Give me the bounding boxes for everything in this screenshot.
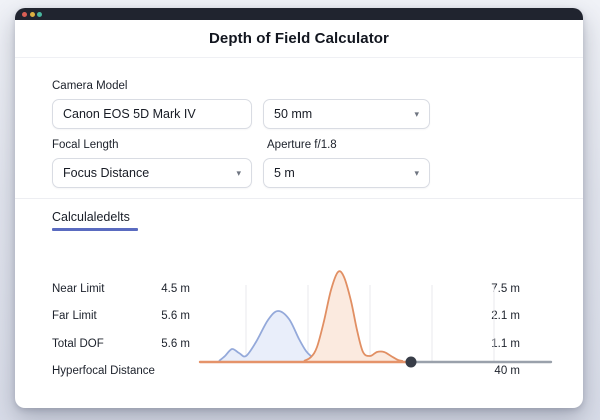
zoom-button-icon[interactable]	[37, 11, 42, 17]
focus-distance-selected-value: Focus Distance	[63, 166, 150, 180]
focal-length-label: Focal Length	[52, 139, 119, 151]
result-value: 5.6 m	[161, 338, 190, 350]
aperture-label: Aperture f/1.8	[267, 139, 337, 151]
distance-select[interactable]: 5 m ▾	[263, 158, 430, 188]
focus-distance-select[interactable]: Focus Distance ▾	[52, 158, 252, 188]
result-right-value: 1.1 m	[491, 338, 520, 350]
lens-selected-value: 50 mm	[274, 107, 313, 121]
result-right-value: 2.1 m	[491, 310, 520, 322]
camera-model-input[interactable]: Canon EOS 5D Mark IV	[52, 99, 252, 129]
lens-select[interactable]: 50 mm ▾	[263, 99, 430, 129]
result-label: Total DOF	[52, 338, 104, 350]
result-right-value: 40 m	[494, 365, 520, 377]
near-field-curve-area	[219, 310, 317, 362]
camera-model-value: Canon EOS 5D Mark IV	[63, 107, 196, 121]
result-value: 5.6 m	[161, 310, 190, 322]
page-title: Depth of Field Calculator	[208, 30, 389, 47]
chevron-down-icon: ▾	[236, 167, 241, 178]
chevron-down-icon: ▾	[414, 108, 419, 119]
result-label: Near Limit	[52, 283, 105, 295]
title-bar	[15, 8, 583, 20]
app-header: Depth of Field Calculator	[15, 20, 583, 58]
far-field-curve	[303, 270, 404, 362]
result-label: Far Limit	[52, 310, 97, 322]
camera-model-label: Camera Model	[52, 80, 128, 92]
slider-thumb[interactable]	[405, 356, 417, 368]
tab-active-indicator	[52, 228, 138, 231]
distance-selected-value: 5 m	[274, 166, 295, 180]
dof-chart	[198, 270, 553, 368]
chevron-down-icon: ▾	[414, 167, 419, 178]
near-field-curve	[218, 310, 318, 362]
app-window: Depth of Field Calculator Camera Model C…	[15, 8, 583, 408]
result-right-value: 7.5 m	[491, 283, 520, 295]
close-button-icon[interactable]	[22, 11, 27, 17]
tab-calculated-results[interactable]: Calculaledelts	[52, 210, 130, 224]
minimize-button-icon[interactable]	[29, 11, 35, 17]
result-value: 4.5 m	[161, 283, 190, 295]
result-label: Hyperfocal Distance	[52, 365, 155, 377]
section-divider	[15, 198, 583, 199]
